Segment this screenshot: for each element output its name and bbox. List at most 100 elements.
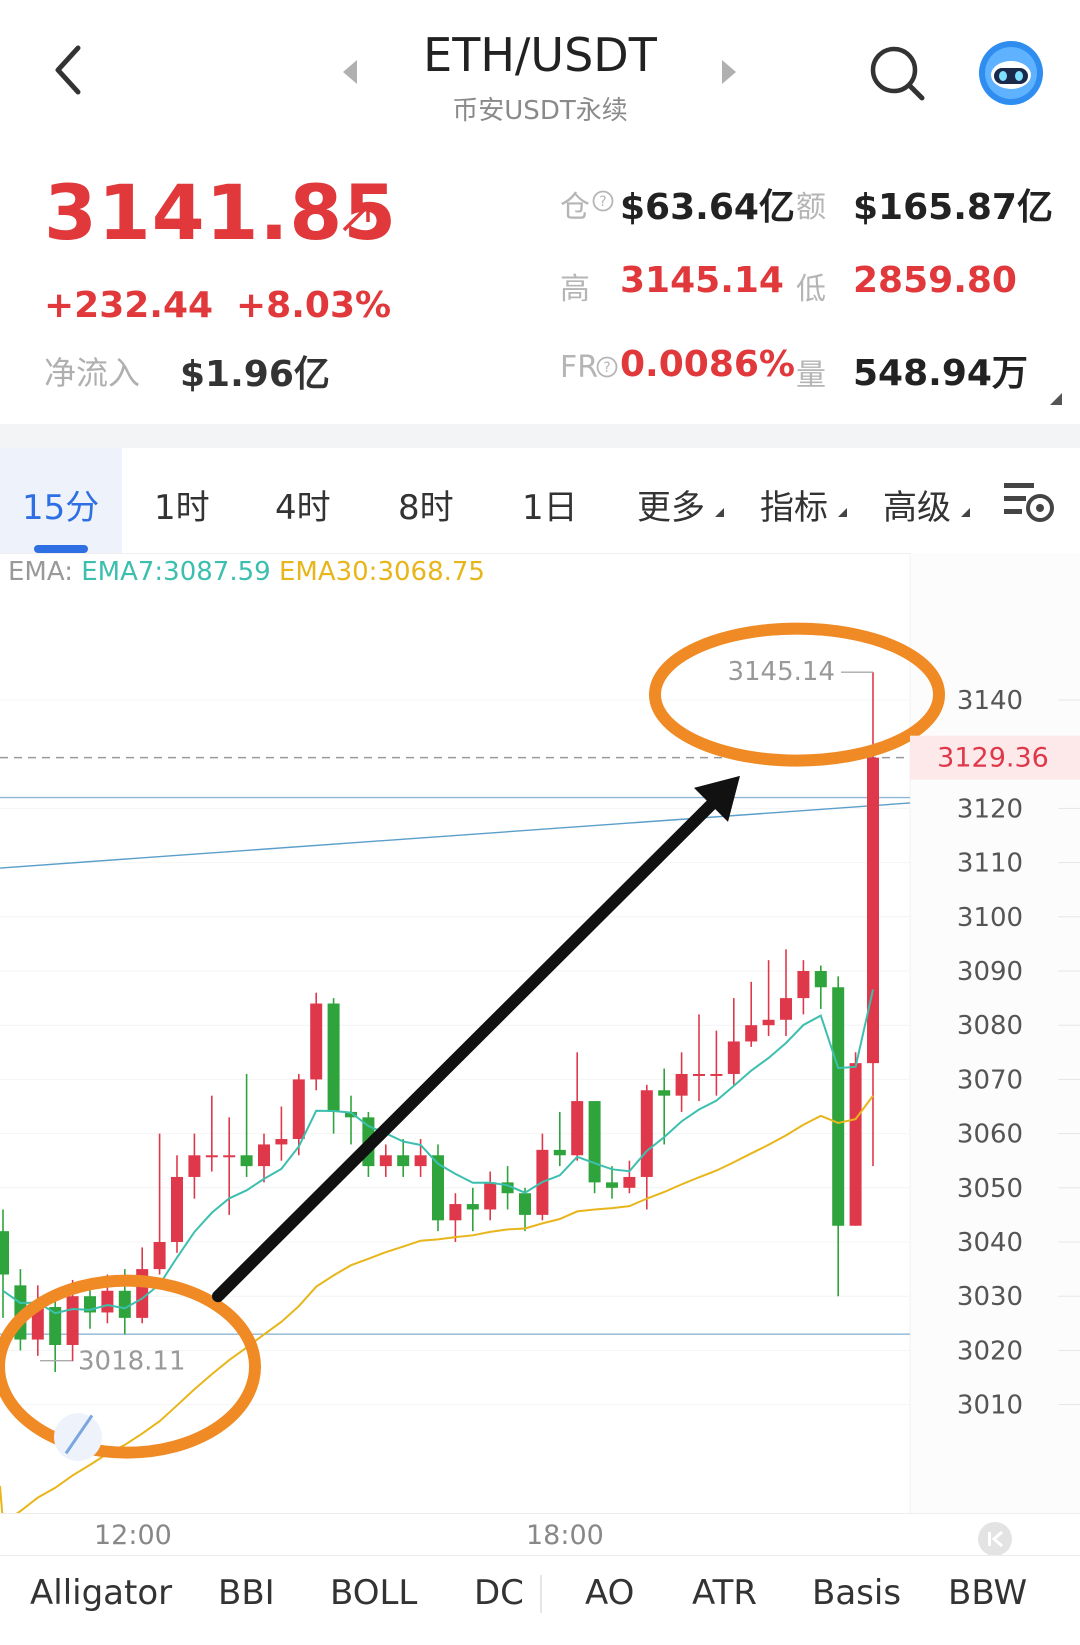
candle-body — [66, 1296, 79, 1345]
y-tick-label: 3030 — [957, 1282, 1023, 1312]
indicator-group-separator — [540, 1575, 542, 1613]
expand-stats-icon[interactable] — [1050, 393, 1062, 405]
candle-body — [501, 1182, 514, 1194]
indicator-bbi[interactable]: BBI — [218, 1573, 275, 1613]
candle-body — [397, 1155, 410, 1167]
next-pair-arrow[interactable] — [722, 60, 736, 84]
candle-body — [188, 1155, 201, 1177]
ema-legend: EMA: EMA7:3087.59 EMA30:3068.75 — [8, 557, 485, 587]
tab-indicators[interactable]: 指标 — [760, 488, 828, 528]
candle-body — [240, 1155, 253, 1167]
candle-body — [49, 1307, 62, 1345]
help-icon[interactable]: ? — [592, 190, 614, 212]
ema7-line — [2, 989, 874, 1315]
candle-body — [832, 987, 845, 1226]
candle-body — [466, 1204, 479, 1210]
candle-body — [571, 1101, 584, 1156]
trend-arrow-shaft — [212, 791, 724, 1303]
low-highlight-ellipse — [0, 1274, 261, 1459]
indicator-bbw[interactable]: BBW — [948, 1573, 1028, 1613]
tab-15m[interactable]: 15分 — [22, 488, 100, 528]
tab-8h[interactable]: 8时 — [398, 488, 454, 528]
robot-avatar-icon[interactable] — [978, 40, 1044, 106]
candle-body — [484, 1182, 497, 1210]
indicator-basis[interactable]: Basis — [812, 1573, 902, 1613]
y-tick-label: 3050 — [957, 1174, 1023, 1204]
candle-body — [432, 1155, 444, 1221]
turnover-label: 额 — [796, 190, 826, 225]
netflow-value: $1.96亿 — [180, 354, 330, 395]
funding-help-icon[interactable]: ? — [596, 356, 618, 378]
candle-body — [153, 1242, 166, 1270]
y-tick-label: 3010 — [957, 1391, 1023, 1421]
high-value: 3145.14 — [620, 260, 784, 301]
candle-body — [379, 1155, 392, 1167]
candle-body — [849, 1063, 862, 1226]
candle-body — [727, 1041, 740, 1074]
open-interest-value: $63.64亿 — [620, 187, 795, 228]
last-price-tag-bg — [910, 735, 1080, 780]
candle-body — [658, 1090, 671, 1096]
funding-rate-label: FR — [560, 350, 599, 385]
expand-chart-icon-stroke — [64, 1414, 94, 1455]
indicator-atr[interactable]: ATR — [692, 1573, 758, 1613]
candle-body — [0, 1231, 9, 1275]
tab-advanced[interactable]: 高级 — [883, 488, 951, 528]
candle-body — [449, 1204, 462, 1221]
price-change: +232.44 — [44, 285, 214, 326]
reset-view-icon[interactable] — [978, 1522, 1012, 1556]
candle-body — [814, 971, 827, 988]
low-value: 2859.80 — [853, 260, 1017, 301]
indicator-boll[interactable]: BOLL — [330, 1573, 418, 1613]
y-tick-label: 3090 — [957, 957, 1023, 987]
chart-settings-icon[interactable] — [1004, 480, 1056, 524]
last-price-tag: 3129.36 — [937, 743, 1049, 774]
candle-body — [258, 1144, 270, 1167]
advanced-dropdown-icon — [961, 508, 970, 517]
active-tab-indicator — [34, 545, 88, 553]
volume-value: 548.94万 — [853, 353, 1028, 394]
ema7-value: EMA7:3087.59 — [81, 557, 271, 587]
tab-1d[interactable]: 1日 — [522, 488, 578, 528]
netflow-label: 净流入 — [44, 354, 141, 392]
candle-body — [588, 1101, 601, 1183]
top-bar: ETH/USDT 币安USDT永续 — [0, 0, 1080, 150]
candle-body — [745, 1025, 758, 1042]
tab-4h[interactable]: 4时 — [275, 488, 331, 528]
indicator-dc[interactable]: DC — [474, 1573, 524, 1613]
candle-body — [118, 1290, 131, 1318]
pair-title[interactable]: ETH/USDT — [423, 28, 657, 82]
tab-1h[interactable]: 1时 — [154, 488, 210, 528]
indicator-alligator[interactable]: Alligator — [30, 1573, 173, 1613]
ema-label: EMA: — [8, 557, 73, 587]
open-interest-label: 仓 — [560, 190, 590, 225]
high-label: 高 — [560, 272, 590, 307]
ema30-line — [0, 1095, 874, 1513]
candle-body — [710, 1073, 723, 1076]
tab-more[interactable]: 更多 — [637, 488, 705, 528]
indicator-bar-divider — [0, 1555, 1080, 1556]
candle-body — [292, 1079, 305, 1140]
y-tick-label: 3140 — [957, 686, 1023, 716]
funding-rate-value: 0.0086% — [620, 344, 795, 385]
tabs-divider — [0, 553, 1080, 554]
y-tick-label: 3100 — [957, 903, 1023, 933]
candle-body — [553, 1149, 566, 1156]
search-icon[interactable] — [868, 44, 926, 102]
candle-body — [414, 1155, 427, 1167]
turnover-value: $165.87亿 — [853, 187, 1053, 228]
ema30-value: EMA30:3068.75 — [278, 557, 485, 587]
candle-body — [171, 1176, 183, 1242]
candle-body — [780, 998, 792, 1020]
more-dropdown-icon — [715, 508, 724, 517]
candle-body — [310, 1003, 323, 1080]
svg-text:?: ? — [603, 360, 610, 376]
candle-body — [345, 1111, 357, 1118]
candlestick-chart[interactable]: 3145.14 3018.11 3140 3120 3110 3100 3090 3080 3… — [0, 553, 1080, 1513]
candle-body — [867, 757, 879, 1064]
indicator-ao[interactable]: AO — [585, 1573, 635, 1613]
time-axis-divider — [0, 1513, 1080, 1514]
back-icon[interactable] — [48, 40, 88, 100]
previous-pair-arrow[interactable] — [343, 60, 357, 84]
svg-text:?: ? — [599, 194, 606, 210]
